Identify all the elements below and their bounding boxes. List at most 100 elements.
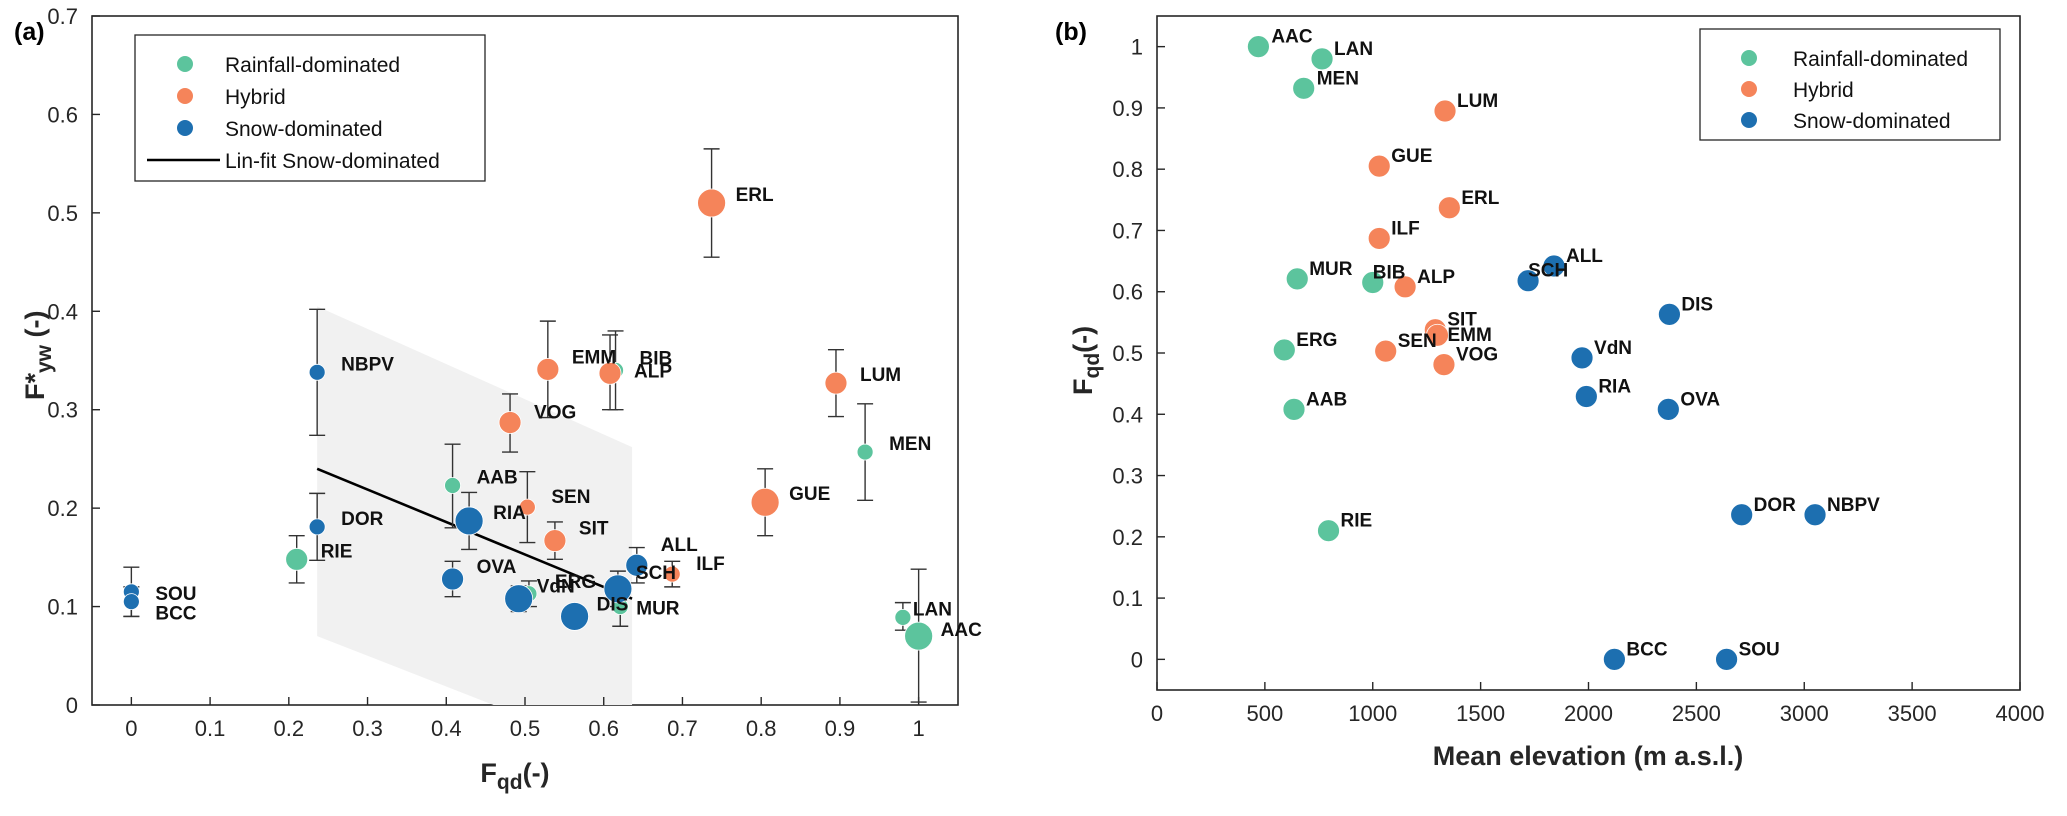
panel-b-y-axis-label: Fqd(-) [1068,326,1104,395]
x-tick-label: 0 [1151,701,1163,726]
label-aab: AAB [1306,389,1347,410]
label-sou: SOU [1739,639,1780,660]
marker-aac [904,621,934,651]
y-tick-label: 0.3 [47,398,78,423]
panel-a-legend-hybrid: Hybrid [225,86,286,109]
y-tick-label: 0.5 [47,201,78,226]
y-tick-label: 0.6 [47,102,78,127]
label-sch: SCH [1528,261,1568,282]
marker-sen [1374,339,1398,363]
label-rie: RIE [321,541,353,562]
label-sou: SOU [155,584,196,605]
panel-a-x-label-suffix: (-) [523,758,550,788]
label-bib: BIB [640,348,673,369]
marker-dor [308,518,326,536]
marker-lum [824,371,848,395]
marker-alp [598,361,622,385]
panel-b-legend-marker-snow [1741,112,1757,128]
label-ova: OVA [1680,389,1720,410]
y-tick-label: 0.8 [1112,157,1143,182]
label-lan: LAN [1334,39,1373,60]
panel-b-legend-hybrid: Hybrid [1793,79,1854,102]
label-ilf: ILF [696,554,725,575]
marker-lan [1310,47,1334,71]
x-tick-label: 0.6 [588,716,619,741]
marker-men [856,443,874,461]
panel-a-legend-marker-snow [177,120,193,136]
x-tick-label: 0.5 [510,716,541,741]
panel-b-tag: (b) [1055,18,1087,46]
label-all: ALL [661,535,698,556]
panel-a-y-axis-label: F*yw (-) [20,311,56,401]
panel-b-legend-rainfall: Rainfall-dominated [1793,48,1968,71]
label-vog: VOG [1456,345,1498,366]
marker-erl [1437,196,1461,220]
panel-b-x-axis-label: Mean elevation (m a.s.l.) [1433,741,1744,771]
y-tick-label: 0 [66,693,78,718]
label-sit: SIT [579,519,609,540]
marker-gue [750,487,780,517]
label-bcc: BCC [1626,639,1667,660]
marker-emm [536,357,560,381]
label-sen: SEN [1398,331,1437,352]
label-dor: DOR [341,509,384,530]
marker-men [1292,76,1316,100]
marker-aac [1247,35,1270,59]
label-ilf: ILF [1391,218,1420,239]
marker-aab [444,477,461,494]
panel-a-x-label-main: F [480,758,497,788]
label-sen: SEN [551,487,590,508]
label-ria: RIA [493,503,526,524]
x-tick-label: 0.2 [274,716,305,741]
y-tick-label: 0.4 [47,299,78,324]
panel-a-legend: Rainfall-dominated Hybrid Snow-dominated… [134,34,486,182]
marker-sou [1715,647,1738,671]
marker-gue [1367,154,1391,178]
panel-b-y-label-suffix: (-) [1068,326,1098,353]
marker-dis [560,602,589,631]
label-alp: ALP [634,361,672,382]
marker-all [1542,254,1566,278]
panel-b-y-label-sub: qd [1081,353,1104,379]
panel-b-ticks: 0 500 1000 1500 2000 2500 3000 3500 4000 0 0.1 0.2 0… [1112,35,2044,726]
marker-erl [697,188,726,218]
label-sit: SIT [1447,310,1477,331]
marker-all [625,553,649,577]
label-emm: EMM [572,347,616,368]
label-men: MEN [889,434,931,455]
y-tick-label: 0.7 [1112,218,1143,243]
x-tick-label: 1000 [1348,701,1397,726]
label-dor: DOR [1754,495,1797,516]
marker-vdn [1570,346,1594,370]
marker-vog [1432,353,1456,377]
marker-lum [1433,99,1457,123]
label-aac: AAC [1271,27,1312,48]
marker-ova [441,567,464,591]
marker-rie [285,547,309,571]
panel-a-legend-fit: Lin-fit Snow-dominated [225,150,440,173]
y-tick-label: 0.7 [47,4,78,29]
marker-ilf [1367,227,1391,250]
label-erg: ERG [1296,330,1337,351]
label-nbpv: NBPV [341,354,394,375]
label-alp: ALP [1417,267,1455,288]
marker-vog [498,411,522,434]
label-lum: LUM [1457,91,1498,112]
x-tick-label: 4000 [1996,701,2045,726]
label-gue: GUE [1391,146,1432,167]
x-tick-label: 0.9 [825,716,856,741]
marker-sch [603,574,633,604]
x-tick-label: 1 [913,716,925,741]
panel-a: (a) 0 0.1 0.2 0.3 0.4 0.5 0.6 0.7 0.8 0.9 1 0 0.1 0.2… [14,4,982,794]
label-lan: LAN [913,599,952,620]
label-mur: MUR [1309,259,1353,280]
x-tick-label: 0.3 [352,716,383,741]
label-lum: LUM [860,365,901,386]
marker-erg [1272,338,1296,362]
panel-a-y-label-suffix: (-) [20,311,50,345]
label-dis: DIS [597,594,629,615]
y-tick-label: 0.9 [1112,96,1143,121]
y-tick-label: 0.5 [1112,341,1143,366]
x-tick-label: 3500 [1888,701,1937,726]
